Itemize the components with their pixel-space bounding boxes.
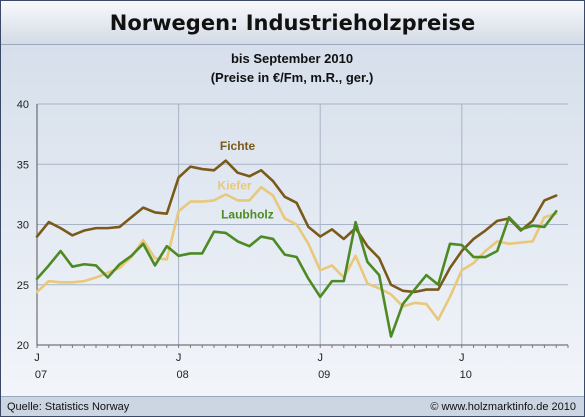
source-note: Quelle: Statistics Norway xyxy=(7,401,130,413)
x-tick-year-label: 08 xyxy=(176,369,188,381)
series-label: Kiefer xyxy=(218,179,252,193)
y-tick-label: 25 xyxy=(17,280,29,292)
title-bar: Norwegen: Industrieholzpreise xyxy=(1,1,584,45)
plot-panel: bis September 2010 (Preise in €/Fm, m.R.,… xyxy=(1,45,584,396)
y-tick-label: 35 xyxy=(17,159,29,171)
series-label: Laubholz xyxy=(221,207,274,221)
series-label: Fichte xyxy=(220,139,256,153)
chart-subtitle-line: (Preise in €/Fm, m.R., ger.) xyxy=(211,70,374,85)
x-tick-year-label: 10 xyxy=(460,369,472,381)
series-line-kiefer xyxy=(35,185,558,321)
x-tick-label: J xyxy=(34,352,40,364)
x-tick-label: J xyxy=(176,352,182,364)
chart-title: Norwegen: Industrieholzpreise xyxy=(109,10,476,35)
footer-bar: Quelle: Statistics Norway © www.holzmark… xyxy=(1,396,584,416)
line-chart: bis September 2010 (Preise in €/Fm, m.R.,… xyxy=(17,51,569,381)
chart-subtitle-line: bis September 2010 xyxy=(231,51,353,66)
x-tick-year-label: 07 xyxy=(35,369,47,381)
y-tick-label: 30 xyxy=(17,220,29,232)
x-tick-year-label: 09 xyxy=(318,369,330,381)
x-tick-label: J xyxy=(459,352,465,364)
series-line-laubholz xyxy=(35,209,558,338)
y-tick-label: 40 xyxy=(17,99,29,111)
copyright-note: © www.holzmarktinfo.de 2010 xyxy=(430,401,576,413)
y-tick-label: 20 xyxy=(17,340,29,352)
series-line-fichte xyxy=(35,159,558,294)
x-tick-label: J xyxy=(317,352,323,364)
